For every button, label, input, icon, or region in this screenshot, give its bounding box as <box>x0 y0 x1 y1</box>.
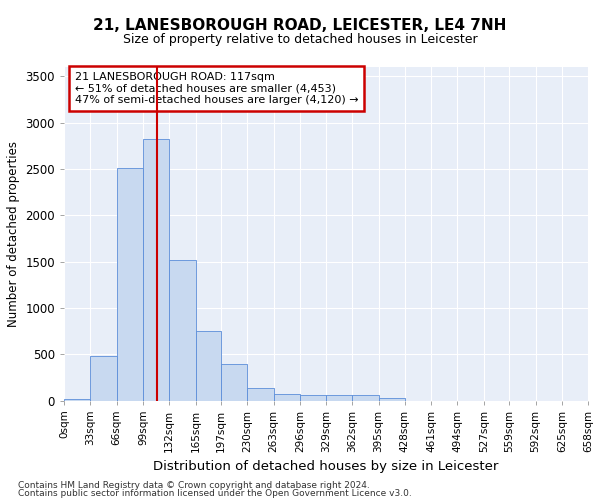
Bar <box>352 396 379 400</box>
Bar <box>64 398 91 400</box>
Bar <box>379 398 405 400</box>
X-axis label: Distribution of detached houses by size in Leicester: Distribution of detached houses by size … <box>154 460 499 473</box>
Bar <box>274 394 300 400</box>
Text: 21, LANESBOROUGH ROAD, LEICESTER, LE4 7NH: 21, LANESBOROUGH ROAD, LEICESTER, LE4 7N… <box>94 18 506 32</box>
Bar <box>196 331 221 400</box>
Bar <box>91 356 117 401</box>
Bar <box>326 396 352 400</box>
Bar <box>247 388 274 400</box>
Bar <box>143 139 169 400</box>
Bar <box>117 168 143 400</box>
Bar <box>300 396 326 400</box>
Text: Contains HM Land Registry data © Crown copyright and database right 2024.: Contains HM Land Registry data © Crown c… <box>18 480 370 490</box>
Bar <box>169 260 196 400</box>
Text: Contains public sector information licensed under the Open Government Licence v3: Contains public sector information licen… <box>18 489 412 498</box>
Bar <box>221 364 247 400</box>
Y-axis label: Number of detached properties: Number of detached properties <box>7 141 20 327</box>
Text: Size of property relative to detached houses in Leicester: Size of property relative to detached ho… <box>122 32 478 46</box>
Text: 21 LANESBOROUGH ROAD: 117sqm
← 51% of detached houses are smaller (4,453)
47% of: 21 LANESBOROUGH ROAD: 117sqm ← 51% of de… <box>74 72 358 105</box>
